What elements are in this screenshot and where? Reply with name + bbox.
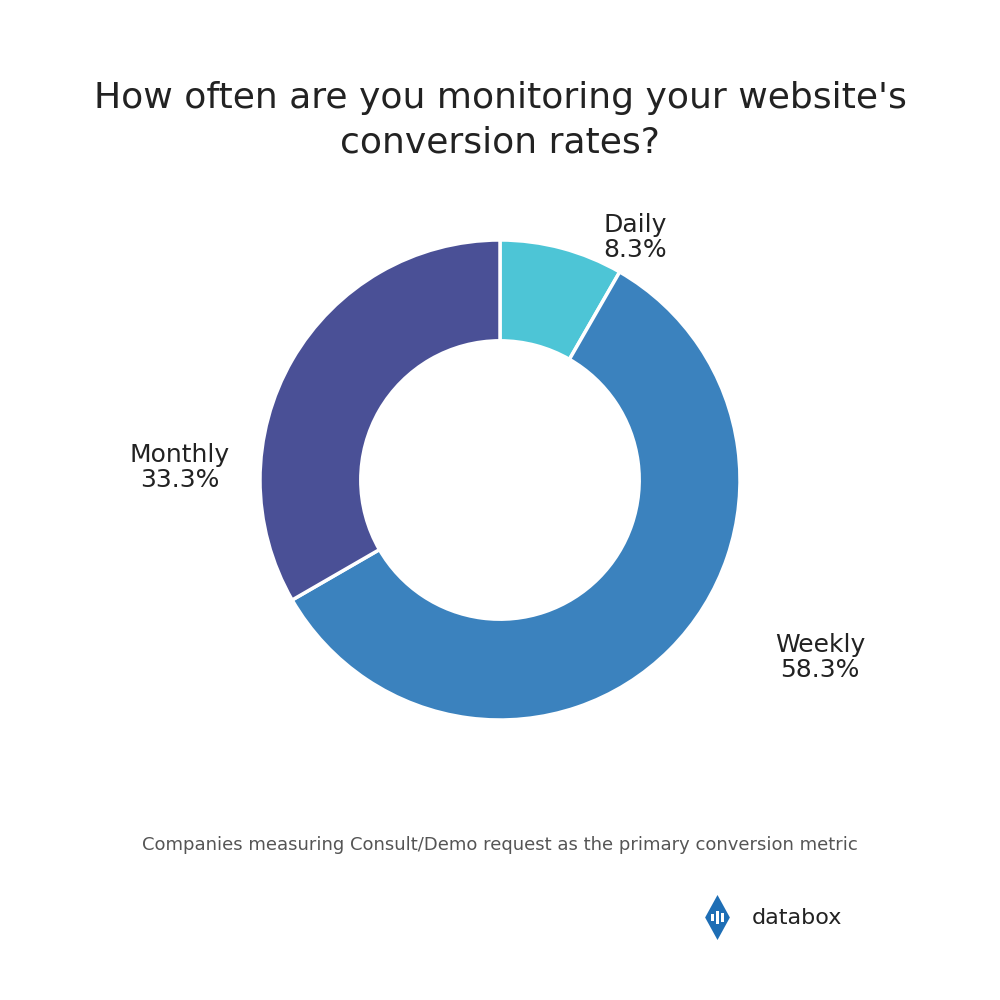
Bar	[711, 914, 714, 921]
Text: Monthly: Monthly	[130, 443, 230, 467]
Bar	[721, 913, 724, 922]
Text: 33.3%: 33.3%	[140, 468, 220, 492]
Text: 58.3%: 58.3%	[780, 658, 860, 682]
Text: databox: databox	[752, 908, 842, 928]
Text: Weekly: Weekly	[775, 633, 865, 657]
Text: Companies measuring Consult/Demo request as the primary conversion metric: Companies measuring Consult/Demo request…	[142, 836, 858, 854]
Wedge shape	[260, 240, 500, 600]
Wedge shape	[292, 272, 740, 720]
Bar	[716, 911, 719, 924]
Text: Daily: Daily	[603, 213, 667, 237]
Text: 8.3%: 8.3%	[603, 238, 667, 262]
Polygon shape	[705, 895, 730, 940]
Text: How often are you monitoring your website's
conversion rates?: How often are you monitoring your websit…	[94, 81, 906, 159]
Wedge shape	[500, 240, 620, 359]
